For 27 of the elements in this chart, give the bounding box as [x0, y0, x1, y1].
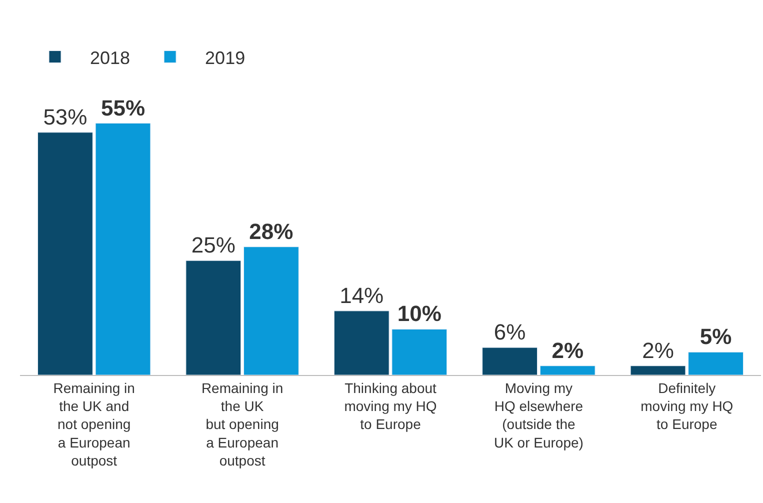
bar	[688, 352, 744, 375]
data-label: 2%	[552, 338, 584, 363]
x-tick-label: Definitely moving my HQ to Europe	[640, 380, 734, 432]
data-label: 10%	[397, 301, 442, 326]
data-label: 5%	[700, 324, 732, 350]
data-label: 25%	[191, 232, 236, 258]
legend-label: 2018	[90, 48, 130, 68]
data-label: 55%	[100, 95, 146, 120]
data-label: 6%	[494, 320, 526, 345]
bar	[630, 366, 686, 375]
legend-label: 2019	[205, 48, 246, 68]
x-tick-label: Remaining in the UK but opening a European outpost	[201, 380, 284, 469]
x-tick-label: Thinking about moving my HQ to Europe	[344, 380, 437, 432]
bar	[540, 366, 596, 375]
bar	[38, 132, 93, 375]
x-tick-label: Remaining in the UK and not opening a European outpost	[53, 380, 135, 469]
bar	[243, 246, 299, 375]
data-label: 28%	[249, 218, 294, 244]
bar	[482, 347, 538, 375]
bar	[392, 328, 448, 375]
bar	[334, 310, 390, 375]
data-label: 53%	[43, 104, 88, 130]
x-tick-label: Moving my HQ elsewhere (outside the UK or Europe)	[494, 380, 584, 450]
data-label: 14%	[340, 282, 384, 308]
data-label: 2%	[642, 338, 674, 363]
bar	[186, 260, 242, 375]
bar	[95, 123, 151, 375]
